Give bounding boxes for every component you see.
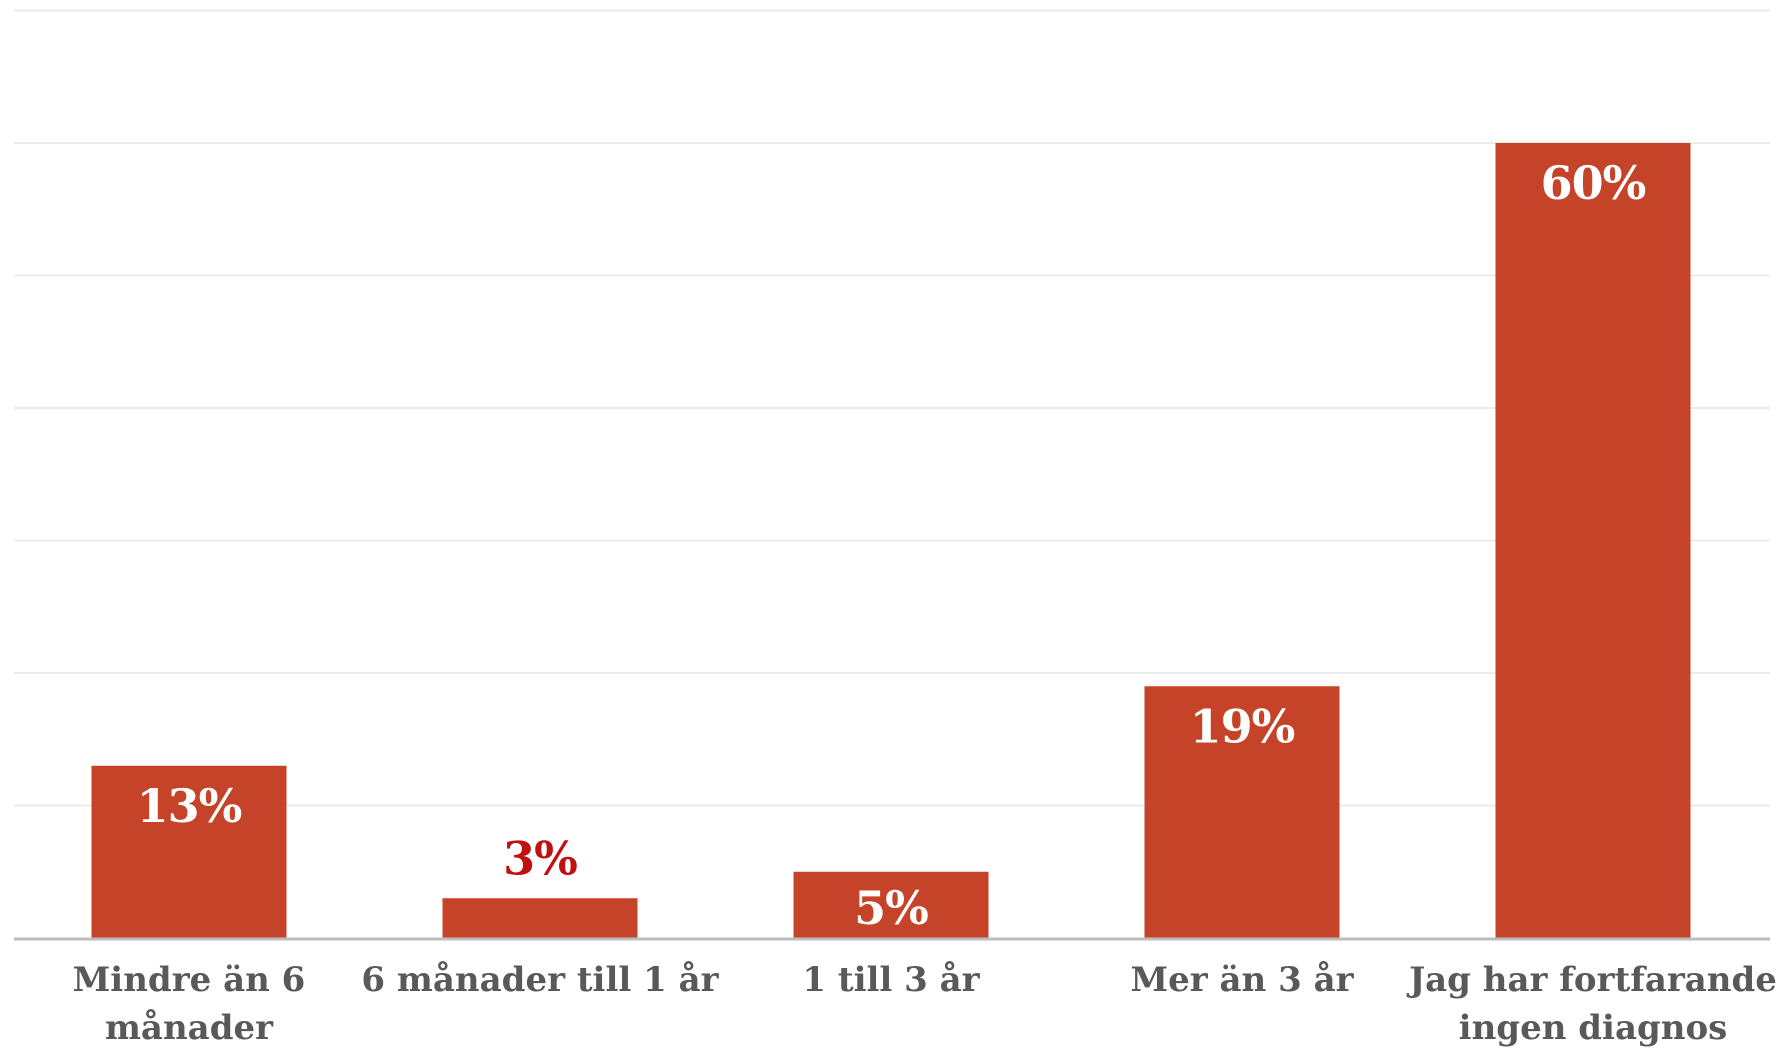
category-labels: Mindre än 6 månader 6 månader till 1 år 1 t… <box>73 960 1777 1048</box>
bars <box>91 143 1691 938</box>
category-label-line: 1 till 3 år <box>802 960 980 1000</box>
data-label: 19% <box>1190 699 1295 753</box>
category-label: 6 månader till 1 år <box>361 960 719 1000</box>
bar <box>442 898 638 938</box>
bar <box>91 765 287 938</box>
category-label-line: ingen diagnos <box>1459 1008 1728 1048</box>
category-label: Mer än 3 år <box>1130 960 1354 1000</box>
bar <box>1144 686 1340 938</box>
data-label: 60% <box>1541 156 1646 210</box>
gridlines <box>14 9 1770 807</box>
data-label: 5% <box>854 881 928 935</box>
data-label: 13% <box>137 779 242 833</box>
category-label: Mindre än 6 månader <box>73 960 306 1048</box>
category-label-line: Mer än 3 år <box>1130 960 1354 1000</box>
category-label-line: 6 månader till 1 år <box>361 960 719 1000</box>
data-labels: 13% 3% 5% 19% 60% <box>137 156 1647 935</box>
category-label-line: månader <box>105 1008 274 1048</box>
category-label: 1 till 3 år <box>802 960 980 1000</box>
category-label-line: Mindre än 6 <box>73 960 306 1000</box>
data-label: 3% <box>503 831 577 885</box>
category-label: Jag har fortfarande ingen diagnos <box>1406 960 1777 1048</box>
category-label-line: Jag har fortfarande <box>1406 960 1777 1000</box>
bar <box>793 871 989 938</box>
bar <box>1495 143 1691 938</box>
